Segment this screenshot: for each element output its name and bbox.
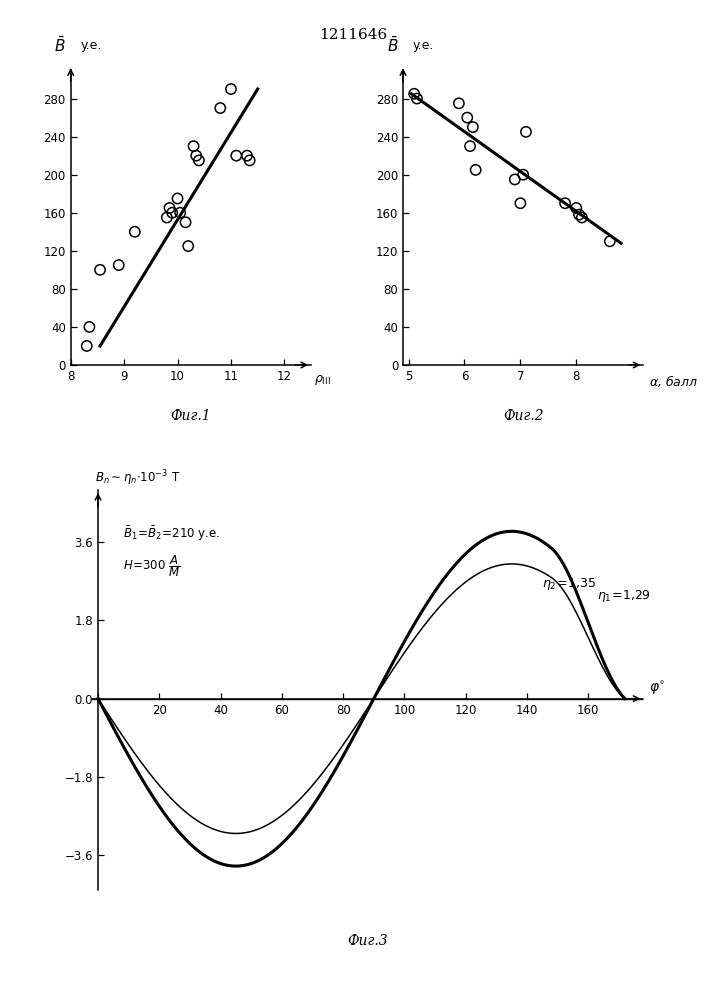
Text: $\rho_{\rm III}$: $\rho_{\rm III}$ [314, 373, 331, 387]
Text: $\bar{B}_1\!=\!\bar{B}_2\!=\!210$ y.e.
$H\!=\!300\ \dfrac{A}{M}$: $\bar{B}_1\!=\!\bar{B}_2\!=\!210$ y.e. $… [122, 525, 220, 579]
Point [182, 238, 194, 254]
Point [509, 171, 520, 187]
Point [573, 207, 585, 223]
Point [453, 95, 464, 111]
Point [95, 262, 106, 278]
Point [409, 86, 420, 102]
Point [175, 205, 186, 221]
Point [241, 148, 252, 164]
Point [215, 100, 226, 116]
Text: $B_n{\sim}\eta_n{\cdot}10^{-3}$ T: $B_n{\sim}\eta_n{\cdot}10^{-3}$ T [95, 468, 180, 488]
Point [167, 205, 178, 221]
Point [81, 338, 93, 354]
Point [226, 81, 237, 97]
Point [559, 195, 571, 211]
Point [230, 148, 242, 164]
Point [188, 138, 199, 154]
Point [571, 200, 582, 216]
Point [464, 138, 476, 154]
Point [520, 124, 532, 140]
Text: 1211646: 1211646 [320, 28, 387, 42]
Point [129, 224, 141, 240]
Point [470, 162, 481, 178]
Text: $\eta_1\!=\!1{,}29$: $\eta_1\!=\!1{,}29$ [597, 588, 651, 604]
Text: $\eta_2\!=\!1{,}35$: $\eta_2\!=\!1{,}35$ [542, 576, 596, 592]
Point [172, 190, 183, 206]
Text: $\bar{B}$: $\bar{B}$ [387, 36, 398, 55]
Point [515, 195, 526, 211]
Text: $\bar{B}$: $\bar{B}$ [54, 36, 66, 55]
Point [180, 214, 191, 230]
Point [113, 257, 124, 273]
Text: y.e.: y.e. [81, 39, 102, 52]
Text: y.e.: y.e. [413, 39, 434, 52]
Point [518, 167, 529, 183]
Point [462, 110, 473, 126]
Text: $\varphi^{\circ}$: $\varphi^{\circ}$ [650, 679, 666, 697]
Point [467, 119, 479, 135]
Point [604, 233, 616, 249]
Point [244, 152, 255, 168]
Text: Фиг.1: Фиг.1 [170, 409, 211, 423]
Point [411, 91, 423, 107]
Point [161, 210, 173, 226]
Text: $\alpha$, балл: $\alpha$, балл [649, 373, 698, 389]
Text: Фиг.2: Фиг.2 [503, 409, 544, 423]
Point [83, 319, 95, 335]
Text: Фиг.3: Фиг.3 [347, 934, 388, 948]
Point [193, 152, 204, 168]
Point [164, 200, 175, 216]
Point [191, 148, 202, 164]
Point [576, 210, 588, 226]
